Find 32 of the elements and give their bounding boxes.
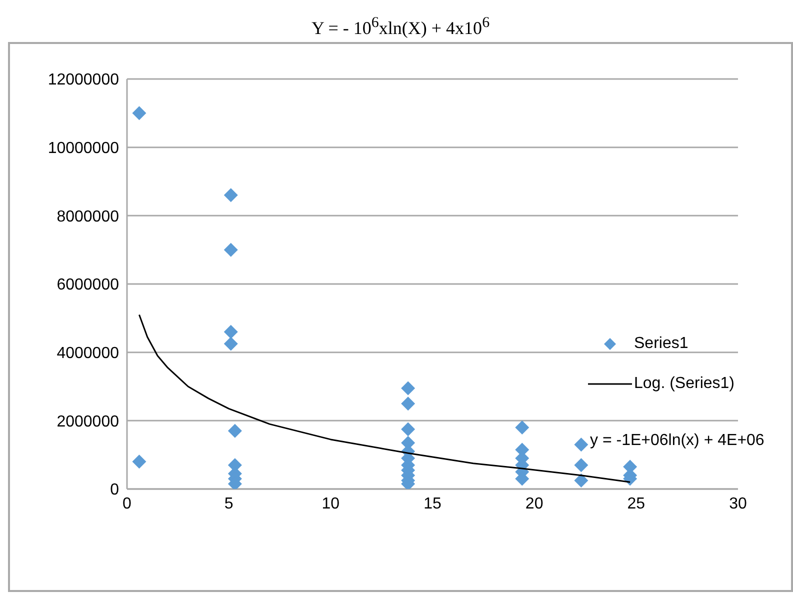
point xyxy=(224,324,238,339)
point xyxy=(574,458,588,472)
x-tick-label: 5 xyxy=(224,495,234,512)
y-tick-label: 6000000 xyxy=(56,276,120,294)
x-tick-label: 30 xyxy=(729,495,747,512)
legend-label: Log. (Series1) xyxy=(634,375,734,393)
y-tick-label: 2000000 xyxy=(56,413,120,430)
y-tick-label: 12000000 xyxy=(48,72,120,89)
x-tick-label: 0 xyxy=(122,495,132,512)
point xyxy=(228,424,242,438)
point xyxy=(401,422,416,436)
legend-label: Series1 xyxy=(634,335,688,353)
point xyxy=(401,396,416,411)
chart-title: Y = - 10$^{6}$xln(X) + 4x10$^{6}$ xyxy=(310,14,491,40)
x-tick-label: 15 xyxy=(424,495,442,512)
point xyxy=(515,420,530,434)
point xyxy=(574,438,588,452)
y-tick-label: 10000000 xyxy=(48,140,120,158)
point xyxy=(132,106,146,120)
point xyxy=(401,381,416,396)
point xyxy=(574,473,588,488)
y-tick-label: 8000000 xyxy=(56,208,120,226)
x-tick-label: 10 xyxy=(322,495,340,512)
point xyxy=(132,454,146,469)
x-tick-label: 25 xyxy=(627,495,646,512)
point xyxy=(224,242,238,257)
y-tick-label: 4000000 xyxy=(56,345,120,362)
x-tick-label: 20 xyxy=(525,495,544,512)
point xyxy=(224,336,238,351)
y-tick-label: 0 xyxy=(110,482,120,499)
point xyxy=(224,188,238,202)
annotation: y = -1E+06ln(x) + 4E+06 xyxy=(590,432,764,450)
